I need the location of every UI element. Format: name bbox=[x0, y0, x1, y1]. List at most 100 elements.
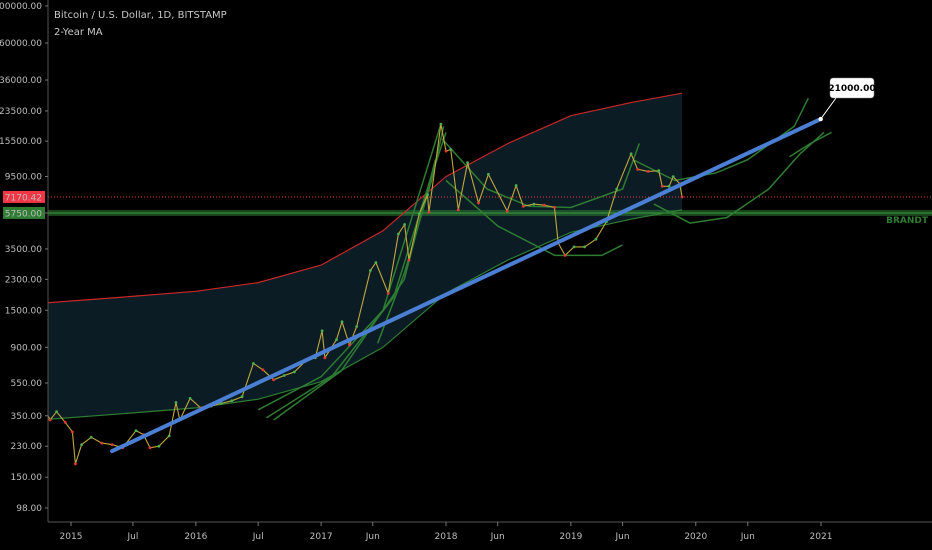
y-tick-label: 98.00 bbox=[16, 504, 42, 514]
ma-band bbox=[39, 93, 683, 420]
price-point bbox=[427, 210, 431, 214]
price-point bbox=[629, 152, 633, 156]
arc-curve-7 bbox=[632, 97, 809, 182]
x-tick-label: Jun bbox=[615, 532, 630, 542]
price-point bbox=[477, 201, 480, 205]
price-point bbox=[505, 209, 509, 213]
price-point bbox=[272, 378, 275, 382]
y-tick-label: 3500.00 bbox=[5, 245, 42, 255]
y-tick-label: 60000.00 bbox=[0, 39, 42, 49]
arc-curve-4 bbox=[376, 126, 445, 344]
price-point bbox=[320, 329, 324, 333]
trendline bbox=[110, 117, 823, 454]
price-point bbox=[240, 395, 244, 399]
price-point bbox=[563, 254, 567, 257]
price-point bbox=[80, 443, 83, 446]
price-point bbox=[680, 195, 684, 199]
price-point bbox=[335, 338, 338, 342]
price-point bbox=[134, 429, 138, 432]
price-point bbox=[403, 223, 406, 226]
arc-curve-6 bbox=[445, 179, 623, 257]
price-point bbox=[89, 435, 93, 439]
price-point bbox=[466, 161, 469, 165]
price-point bbox=[439, 122, 443, 126]
price-point bbox=[148, 446, 152, 450]
arc-curve-8 bbox=[653, 131, 825, 224]
price-point bbox=[63, 420, 67, 424]
price-point bbox=[48, 418, 52, 422]
price-point bbox=[261, 368, 265, 372]
price-point bbox=[407, 258, 411, 262]
x-tick-label: 2019 bbox=[559, 532, 582, 542]
x-tick-label: 2020 bbox=[684, 532, 707, 542]
price-point bbox=[444, 149, 448, 153]
price-point bbox=[572, 245, 576, 249]
price-point bbox=[355, 325, 359, 328]
price-badge bbox=[3, 190, 45, 203]
price-point bbox=[514, 184, 518, 187]
y-tick-label: 550.00 bbox=[11, 379, 43, 389]
price-point bbox=[282, 374, 286, 377]
y-tick-label: 230.00 bbox=[11, 442, 43, 452]
chart-title: Bitcoin / U.S. Dollar, 1D, BITSTAMP bbox=[54, 10, 227, 21]
x-tick-label: Jun bbox=[490, 532, 505, 542]
price-point bbox=[374, 261, 378, 264]
price-point bbox=[657, 169, 661, 173]
price-point bbox=[55, 410, 58, 414]
price-point bbox=[293, 370, 296, 374]
price-point bbox=[157, 444, 161, 448]
price-point bbox=[174, 401, 178, 404]
price-point bbox=[532, 202, 536, 206]
price-point bbox=[417, 212, 421, 216]
support-badge-label: 5750.00 bbox=[5, 209, 42, 219]
price-point bbox=[583, 245, 586, 249]
price-point bbox=[397, 232, 400, 236]
x-tick-label: Jul bbox=[252, 532, 264, 542]
price-point bbox=[487, 172, 490, 176]
arc-curve-1 bbox=[257, 123, 442, 411]
y-tick-label: 1500.00 bbox=[5, 306, 42, 316]
price-point bbox=[74, 462, 77, 466]
y-tick-label: 9500.00 bbox=[5, 173, 42, 183]
x-tick-label: 2021 bbox=[810, 532, 833, 542]
price-point bbox=[456, 208, 460, 212]
price-point bbox=[340, 320, 344, 324]
price-point bbox=[671, 175, 675, 179]
x-tick-label: 2017 bbox=[310, 532, 333, 542]
price-point bbox=[426, 193, 429, 197]
y-tick-label: 150.00 bbox=[11, 473, 43, 483]
callout-leader bbox=[820, 97, 837, 120]
x-tick-label: Jun bbox=[365, 532, 380, 542]
price-point bbox=[660, 184, 664, 188]
price-point bbox=[386, 291, 390, 295]
price-point bbox=[71, 430, 74, 434]
x-tick-label: Jul bbox=[127, 532, 139, 542]
support-badge bbox=[3, 206, 45, 219]
y-tick-label: 36000.00 bbox=[0, 76, 42, 86]
price-point bbox=[323, 356, 327, 360]
price-point bbox=[636, 167, 639, 171]
arc-curve-9 bbox=[789, 131, 832, 158]
x-tick-label: Jun bbox=[740, 532, 755, 542]
target-callout-label: 21000.00 bbox=[828, 84, 875, 94]
price-point bbox=[615, 187, 619, 191]
price-point bbox=[369, 269, 372, 272]
price-point bbox=[252, 362, 255, 365]
x-tick-label: 2015 bbox=[60, 532, 83, 542]
y-tick-label: 15500.00 bbox=[0, 137, 42, 147]
price-point bbox=[449, 148, 453, 151]
ma-x5-line bbox=[39, 92, 683, 304]
price-point bbox=[521, 204, 525, 208]
price-point bbox=[542, 203, 546, 207]
price-point bbox=[219, 402, 223, 405]
y-tick-label: 900.00 bbox=[11, 343, 43, 353]
x-tick-label: 2018 bbox=[435, 532, 458, 542]
y-tick-label: 100000.00 bbox=[0, 2, 42, 12]
y-tick-label: 23500.00 bbox=[0, 107, 42, 117]
x-tick-label: 2016 bbox=[184, 532, 207, 542]
price-point bbox=[594, 237, 598, 241]
price-point bbox=[167, 434, 171, 438]
price-point bbox=[110, 443, 114, 446]
brandt-label: BRANDT bbox=[886, 216, 929, 226]
